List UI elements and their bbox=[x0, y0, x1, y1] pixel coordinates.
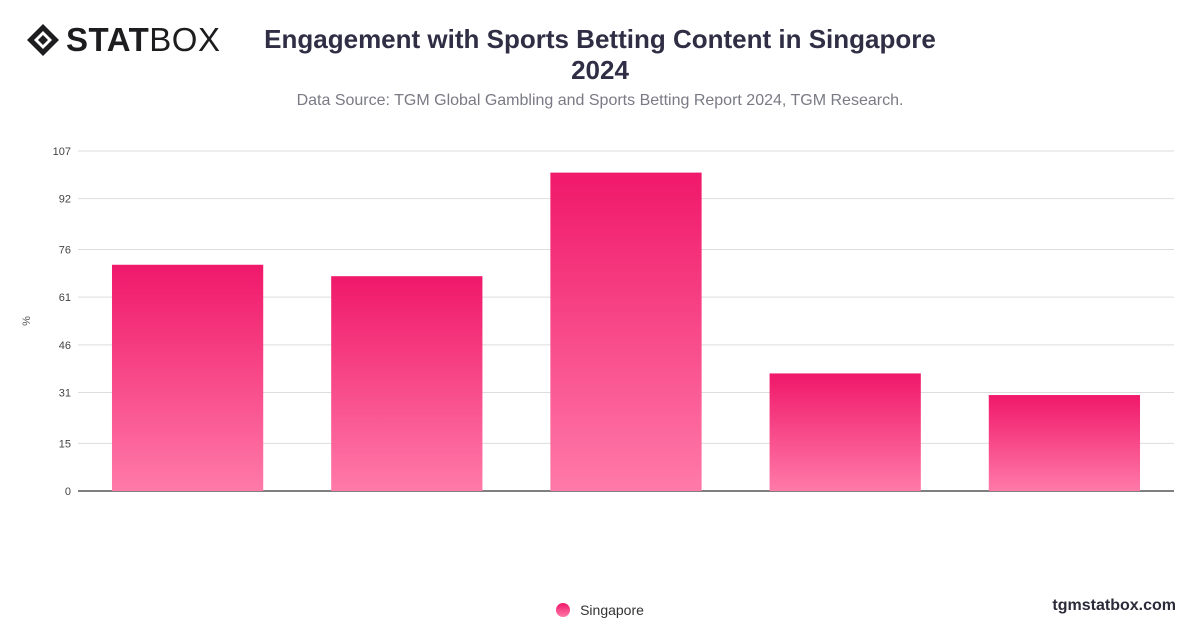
statbox-logo: STATBOX bbox=[26, 22, 220, 58]
y-tick-label: 92 bbox=[59, 194, 71, 206]
logo-wordmark: STATBOX bbox=[66, 22, 220, 58]
bar-4[interactable] bbox=[769, 373, 921, 491]
y-tick-label: 46 bbox=[59, 340, 71, 352]
site-url: tgmstatbox.com bbox=[1052, 597, 1176, 614]
y-tick-label: 107 bbox=[53, 146, 71, 158]
chart-subtitle: Data Source: TGM Global Gambling and Spo… bbox=[296, 92, 904, 109]
y-tick-label: 31 bbox=[59, 387, 71, 399]
y-tick-label: 15 bbox=[59, 438, 71, 450]
statbox-diamond-icon bbox=[27, 24, 59, 56]
y-tick-label: 0 bbox=[65, 486, 71, 498]
bar-5[interactable] bbox=[988, 395, 1141, 491]
logo-word-box: BOX bbox=[149, 21, 221, 58]
chart-title: Engagement with Sports Betting Content i… bbox=[200, 24, 1000, 86]
y-axis-label: % bbox=[21, 316, 33, 326]
bars bbox=[111, 172, 1141, 491]
bar-2[interactable] bbox=[331, 276, 483, 491]
legend-marker bbox=[556, 603, 571, 617]
y-axis-ticks: 0 15 31 46 61 76 92 107 bbox=[53, 146, 71, 498]
legend-label: Singapore bbox=[580, 602, 644, 618]
bar-1[interactable] bbox=[111, 264, 264, 491]
chart-title-line2: 2024 bbox=[571, 55, 629, 85]
y-tick-label: 76 bbox=[59, 245, 71, 257]
y-tick-label: 61 bbox=[59, 292, 71, 304]
bar-3[interactable] bbox=[550, 172, 702, 491]
chart-legend[interactable]: Singapore bbox=[0, 602, 1200, 618]
chart-title-line1: Engagement with Sports Betting Content i… bbox=[264, 24, 936, 54]
logo-word-stat: STAT bbox=[66, 21, 150, 58]
